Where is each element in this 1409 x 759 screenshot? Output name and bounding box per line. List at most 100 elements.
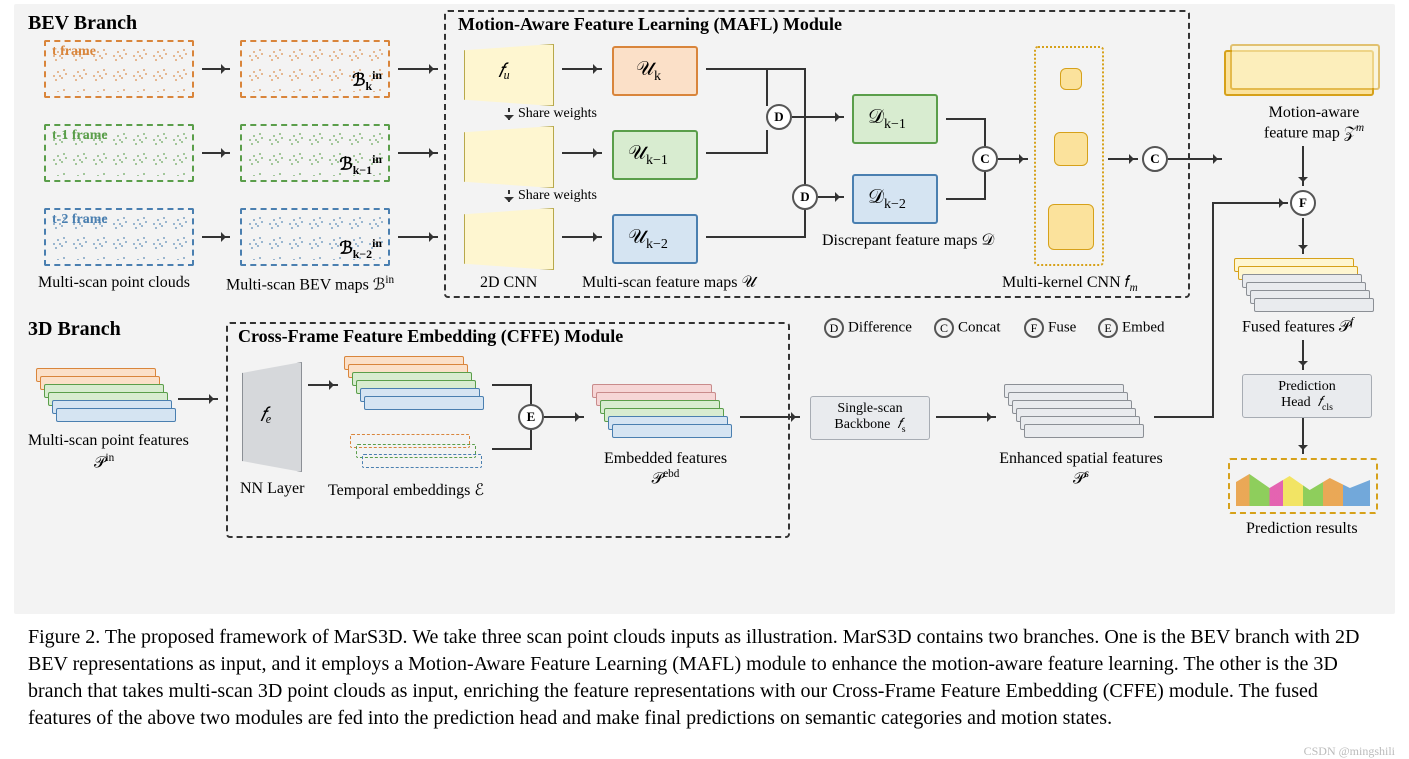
d-label: Discrepant feature maps 𝒟 <box>822 232 994 250</box>
line-icon <box>1212 202 1214 418</box>
line-icon <box>706 152 768 154</box>
emb-sym: 𝒫 <box>652 470 664 487</box>
arrow-icon <box>562 236 602 238</box>
t1-frame-box: t-1 frame <box>44 124 194 182</box>
share-arrow-icon <box>508 190 510 206</box>
arrow-icon <box>398 152 438 154</box>
bev-k-sym: ℬkin <box>352 68 382 94</box>
pin-sym: 𝒫in <box>94 452 114 472</box>
motion-map-label: Motion-aware feature map 𝒵m <box>1244 104 1384 142</box>
3d-branch-title: 3D Branch <box>28 318 121 341</box>
difference-op-icon: D <box>766 104 792 130</box>
enh-sym: 𝒫 <box>1073 470 1085 487</box>
motion-map-l1: Motion-aware <box>1269 104 1360 121</box>
arrow-down-icon <box>1302 340 1304 370</box>
line-icon <box>706 68 806 70</box>
arrow-icon <box>398 236 438 238</box>
arrow-icon <box>398 68 438 70</box>
multiscan-bev-label: Multi-scan BEV maps ℬin <box>226 274 394 294</box>
arrow-icon <box>792 116 844 118</box>
arrow-icon <box>818 196 844 198</box>
motion-sup: m <box>1356 122 1364 134</box>
bb-l1: Single-scan <box>837 401 902 416</box>
pred-head-sub: cls <box>1322 402 1333 413</box>
figure-caption: Figure 2. The proposed framework of MarS… <box>14 614 1395 736</box>
arrow-icon <box>544 416 584 418</box>
pin-sym-t: 𝒫 <box>94 454 106 471</box>
u-k2-label: 𝒰k−2 <box>628 226 668 253</box>
legend-D-text: Difference <box>848 319 912 335</box>
watermark: CSDN @mingshili <box>0 744 1409 759</box>
pred-head-l2: Head <box>1281 395 1311 410</box>
arrow-icon <box>740 416 800 418</box>
arrow-icon <box>1108 158 1138 160</box>
concat-op-icon: C <box>972 146 998 172</box>
arrow-icon <box>308 384 338 386</box>
cnn2d-label: 2D CNN <box>480 274 537 292</box>
bev-k1-sym: ℬk−1in <box>339 152 382 178</box>
multiscan-pc-label: Multi-scan point clouds <box>38 274 190 292</box>
d-k1-label: 𝒟k−1 <box>868 106 906 133</box>
arrow-icon <box>178 398 218 400</box>
line-icon <box>492 448 532 450</box>
pred-head-l1: Prediction <box>1278 379 1336 394</box>
emb-text: Embedded features <box>604 450 727 467</box>
embed-op-icon: E <box>518 404 544 430</box>
fuse-op-icon: F <box>1290 190 1316 216</box>
motion-feature-map-back-icon <box>1230 44 1380 90</box>
mk-kernel2-icon <box>1054 132 1088 166</box>
line-icon <box>1154 416 1214 418</box>
figure-wrapper: BEV Branch t frame t-1 frame t-2 frame M… <box>0 0 1409 744</box>
t2-frame-box: t-2 frame <box>44 208 194 266</box>
bb-l2: Backbone <box>834 417 890 432</box>
line-icon <box>766 130 768 154</box>
arrow-icon <box>1214 202 1288 204</box>
mk-kernel3-icon <box>1048 204 1094 250</box>
mk-kernel1-icon <box>1060 68 1082 90</box>
share2: Share weights <box>518 188 597 204</box>
concat-op-icon: C <box>1142 146 1168 172</box>
enh-sup: s <box>1085 468 1089 480</box>
arrow-icon <box>1168 158 1222 160</box>
bev-branch-title: BEV Branch <box>28 12 137 35</box>
line-icon <box>492 384 532 386</box>
architecture-diagram: BEV Branch t frame t-1 frame t-2 frame M… <box>14 4 1395 614</box>
u-k1-label: 𝒰k−1 <box>628 142 668 169</box>
d-k2-label: 𝒟k−2 <box>868 186 906 213</box>
embedded-label: Embedded features 𝒫ebd <box>604 450 727 488</box>
arrow-icon <box>202 68 230 70</box>
cnn-shared2 <box>464 208 554 270</box>
difference-op-icon: D <box>792 184 818 210</box>
pred-results-label: Prediction results <box>1246 520 1358 538</box>
nn-label: NN Layer <box>240 480 304 498</box>
line-icon <box>946 198 986 200</box>
emb-sup: ebd <box>663 468 679 480</box>
line-icon <box>706 236 806 238</box>
legend-C-text: Concat <box>958 319 1001 335</box>
prediction-head-box: Prediction Head 𝑓cls <box>1242 374 1372 418</box>
fused-text: Fused features 𝒫 <box>1242 318 1350 335</box>
legend-F-text: Fuse <box>1048 319 1076 335</box>
legend-difference: DDifference <box>824 318 912 338</box>
fused-label: Fused features 𝒫f <box>1242 316 1354 336</box>
enhanced-label: Enhanced spatial features 𝒫s <box>986 450 1176 488</box>
bev-map-k: ℬkin <box>240 40 390 98</box>
line-icon <box>804 68 806 198</box>
pin-label: Multi-scan point features <box>28 432 189 450</box>
cnn-shared1 <box>464 126 554 188</box>
mk-sub: m <box>1130 282 1138 294</box>
legend-concat: CConcat <box>934 318 1001 338</box>
arrow-down-icon <box>1302 146 1304 186</box>
cffe-title: Cross-Frame Feature Embedding (CFFE) Mod… <box>238 326 623 347</box>
backbone-box: Single-scan Backbone 𝑓s <box>810 396 930 440</box>
bev-map-k1: ℬk−1in <box>240 124 390 182</box>
legend-embed: EEmbed <box>1098 318 1165 338</box>
mk-label: Multi-kernel CNN 𝑓m <box>1002 274 1138 294</box>
share1: Share weights <box>518 106 597 122</box>
line-icon <box>766 68 768 106</box>
bev-map-k2: ℬk−2in <box>240 208 390 266</box>
arrow-icon <box>998 158 1028 160</box>
line-icon <box>946 118 986 120</box>
t-frame-box: t frame <box>44 40 194 98</box>
share-arrow-icon <box>508 108 510 124</box>
